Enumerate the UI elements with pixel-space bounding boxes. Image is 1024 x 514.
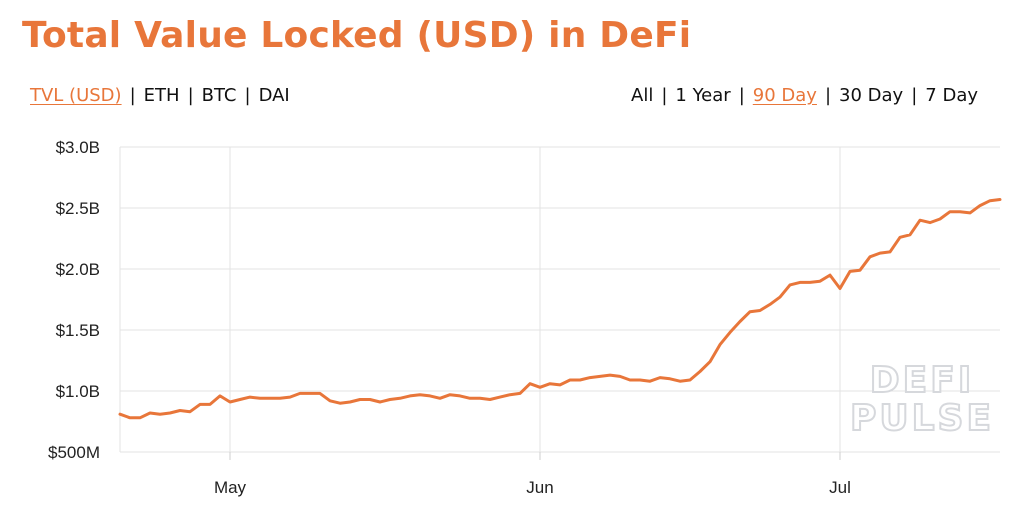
grid bbox=[119, 146, 1000, 460]
range-selector: All | 1 Year | 90 Day | 30 Day | 7 Day bbox=[631, 84, 978, 108]
separator: | bbox=[911, 85, 918, 106]
separator: | bbox=[187, 85, 194, 106]
metric-tab-tvl-usd[interactable]: TVL (USD) bbox=[30, 85, 122, 106]
defi-pulse-watermark: DEFI PULSE bbox=[849, 359, 994, 440]
metric-tab-dai[interactable]: DAI bbox=[258, 85, 290, 106]
y-tick-label: $2.0B bbox=[56, 260, 100, 279]
watermark-line-1: DEFI bbox=[870, 360, 974, 401]
range-tab-7-day[interactable]: 7 Day bbox=[925, 85, 978, 106]
x-tick-label: Jun bbox=[526, 478, 553, 497]
series bbox=[118, 198, 1002, 420]
y-tick-label: $1.5B bbox=[56, 321, 100, 340]
separator: | bbox=[129, 85, 136, 106]
y-tick-label: $3.0B bbox=[56, 138, 100, 157]
range-tab-30-day[interactable]: 30 Day bbox=[839, 85, 904, 106]
range-tab-1-year[interactable]: 1 Year bbox=[675, 85, 731, 106]
tvl-series-line bbox=[118, 198, 1002, 420]
y-tick-label: $500M bbox=[48, 443, 100, 462]
separator: | bbox=[824, 85, 832, 106]
y-tick-label: $2.5B bbox=[56, 199, 100, 218]
y-tick-label: $1.0B bbox=[56, 382, 100, 401]
metric-selector: TVL (USD) | ETH | BTC | DAI bbox=[30, 84, 290, 108]
range-tab-90-day[interactable]: 90 Day bbox=[752, 85, 817, 106]
metric-tab-btc[interactable]: BTC bbox=[201, 85, 237, 106]
separator: | bbox=[738, 85, 745, 106]
page-title: Total Value Locked (USD) in DeFi bbox=[22, 15, 692, 56]
x-tick-label: May bbox=[214, 478, 247, 497]
watermark-line-2: PULSE bbox=[850, 398, 994, 439]
metric-tab-eth[interactable]: ETH bbox=[143, 85, 180, 106]
y-axis-tick-labels: $500M $1.0B $1.5B $2.0B $2.5B $3.0B bbox=[48, 138, 100, 462]
x-tick-label: Jul bbox=[829, 478, 851, 497]
separator: | bbox=[244, 85, 251, 106]
range-tab-all[interactable]: All bbox=[631, 85, 654, 106]
x-axis-tick-labels: May Jun Jul bbox=[214, 478, 851, 497]
separator: | bbox=[661, 85, 668, 106]
